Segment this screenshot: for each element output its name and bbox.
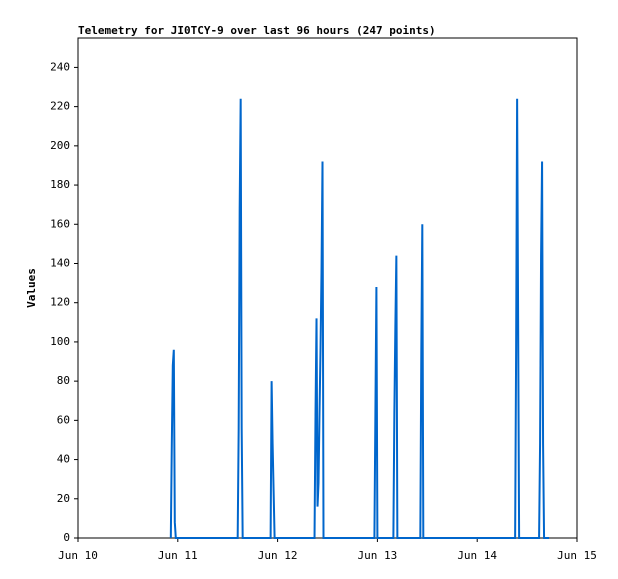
- chart-title: Telemetry for JI0TCY-9 over last 96 hour…: [78, 24, 436, 37]
- y-tick-label: 140: [50, 256, 70, 269]
- y-tick-label: 100: [50, 335, 70, 348]
- y-tick-label: 40: [57, 453, 70, 466]
- data-line: [169, 98, 550, 539]
- x-tick-label: Jun 14: [457, 549, 497, 562]
- y-axis-label: Values: [25, 268, 38, 308]
- x-tick-label: Jun 11: [158, 549, 198, 562]
- y-tick-label: 220: [50, 100, 70, 113]
- y-tick-label: 180: [50, 178, 70, 191]
- plot-frame: [77, 37, 578, 539]
- y-tick-label: 120: [50, 296, 70, 309]
- x-tick-label: Jun 15: [557, 549, 597, 562]
- x-tick-label: Jun 13: [358, 549, 398, 562]
- y-tick-label: 200: [50, 139, 70, 152]
- y-tick-label: 20: [57, 492, 70, 505]
- x-tick-label: Jun 10: [58, 549, 98, 562]
- y-tick-label: 60: [57, 413, 70, 426]
- y-tick-label: 80: [57, 374, 70, 387]
- x-tick-label: Jun 12: [258, 549, 298, 562]
- y-tick-label: 0: [63, 531, 70, 544]
- y-tick-label: 160: [50, 217, 70, 230]
- y-tick-label: 240: [50, 60, 70, 73]
